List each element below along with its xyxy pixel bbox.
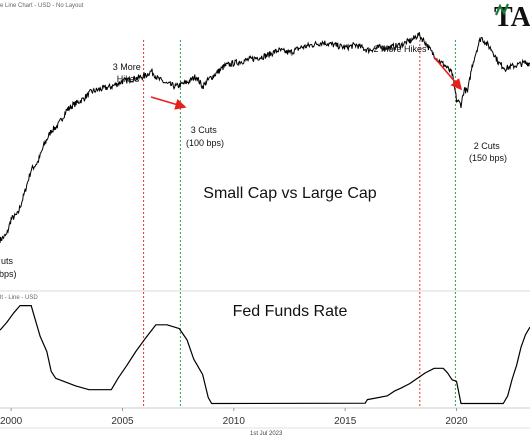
- svg-text:2 More Hikes: 2 More Hikes: [373, 44, 427, 54]
- annotation-2-cuts-line-1: 2 Cuts: [474, 141, 501, 151]
- series-group: [0, 32, 530, 405]
- x-tick-label-2020: 2020: [445, 416, 468, 427]
- x-tick-label-2010: 2010: [223, 416, 246, 427]
- annotation-2-more-hikes: 2 More Hikes: [373, 44, 427, 54]
- brand-logo: TA: [494, 1, 530, 33]
- arrow-second-cycle: [433, 56, 463, 91]
- fed-funds-title: Fed Funds Rate: [233, 303, 348, 320]
- svg-text:2 Cuts (150 bps): 2 Cuts (150 bps): [469, 141, 507, 163]
- logo-trend-icon: [494, 3, 510, 16]
- footer-date: 1st Jul 2023: [250, 431, 283, 437]
- fed-funds-rate-line: [0, 305, 530, 405]
- main-chart-title: Small Cap vs Large Cap: [203, 185, 377, 202]
- annotation-3-more-hikes-line-2: Hikes: [117, 74, 140, 84]
- annotation-2-cuts-line-2: (150 bps): [469, 153, 507, 163]
- main-chart-caption: e Line Chart - USD - No Layout: [0, 3, 84, 9]
- annotation-3-cuts-line-2: (100 bps): [186, 138, 224, 148]
- annotation-3-more-hikes-line-1: 3 More: [113, 62, 141, 72]
- svg-text:3 More Hikes: 3 More Hikes: [113, 62, 144, 84]
- svg-text:uts bps): uts bps): [0, 256, 17, 279]
- x-tick-label-2000: 2000: [0, 416, 23, 427]
- arrow-first-cycle: [150, 96, 187, 110]
- small-vs-large-cap-line: [0, 32, 530, 244]
- x-tick-label-2005: 2005: [111, 416, 134, 427]
- x-axis-ticks: 2000 2005 2010 2015 2020: [0, 408, 468, 427]
- logo-mark: TA: [494, 2, 530, 33]
- annotation-3-cuts-line-1: 3 Cuts: [191, 125, 218, 135]
- annotation-cut-fragment-2: bps): [0, 269, 17, 279]
- svg-text:3 Cuts (100 bps): 3 Cuts (100 bps): [186, 125, 224, 148]
- x-tick-label-2015: 2015: [334, 416, 357, 427]
- lower-chart-caption: lt - Line - USD: [0, 295, 38, 301]
- annotation-cut-fragment-1: uts: [1, 256, 14, 266]
